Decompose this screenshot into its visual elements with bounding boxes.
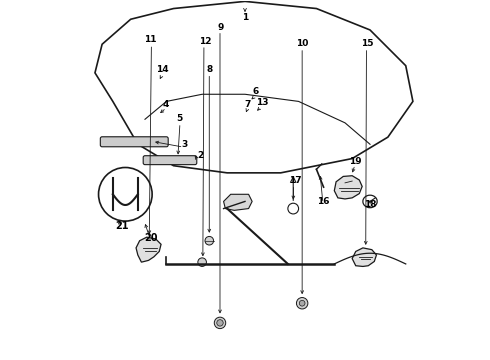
Text: 13: 13 <box>256 98 269 107</box>
FancyBboxPatch shape <box>100 137 168 147</box>
Text: 2: 2 <box>197 151 203 160</box>
Circle shape <box>214 317 226 329</box>
Polygon shape <box>352 248 376 266</box>
Circle shape <box>296 297 308 309</box>
Text: 18: 18 <box>364 200 376 209</box>
Text: 21: 21 <box>115 221 128 231</box>
Text: 19: 19 <box>349 157 362 166</box>
Text: 12: 12 <box>199 37 211 46</box>
Text: 1: 1 <box>242 13 248 22</box>
Text: 6: 6 <box>252 87 259 96</box>
Circle shape <box>217 320 223 326</box>
Text: 3: 3 <box>181 140 187 149</box>
Polygon shape <box>334 176 362 199</box>
Text: 20: 20 <box>145 233 158 243</box>
Text: 9: 9 <box>218 23 224 32</box>
Polygon shape <box>136 237 161 262</box>
Text: 4: 4 <box>163 100 169 109</box>
Text: 5: 5 <box>176 114 182 123</box>
Text: 10: 10 <box>296 39 308 48</box>
Polygon shape <box>223 194 252 210</box>
Text: 16: 16 <box>318 197 330 206</box>
Circle shape <box>205 237 214 245</box>
Text: 7: 7 <box>245 100 251 109</box>
Text: 14: 14 <box>156 66 169 75</box>
Text: 8: 8 <box>207 66 213 75</box>
Text: 11: 11 <box>144 36 157 45</box>
Text: 17: 17 <box>289 176 301 185</box>
Circle shape <box>299 300 305 306</box>
FancyBboxPatch shape <box>143 156 197 165</box>
Text: 15: 15 <box>361 39 373 48</box>
Circle shape <box>198 258 206 266</box>
